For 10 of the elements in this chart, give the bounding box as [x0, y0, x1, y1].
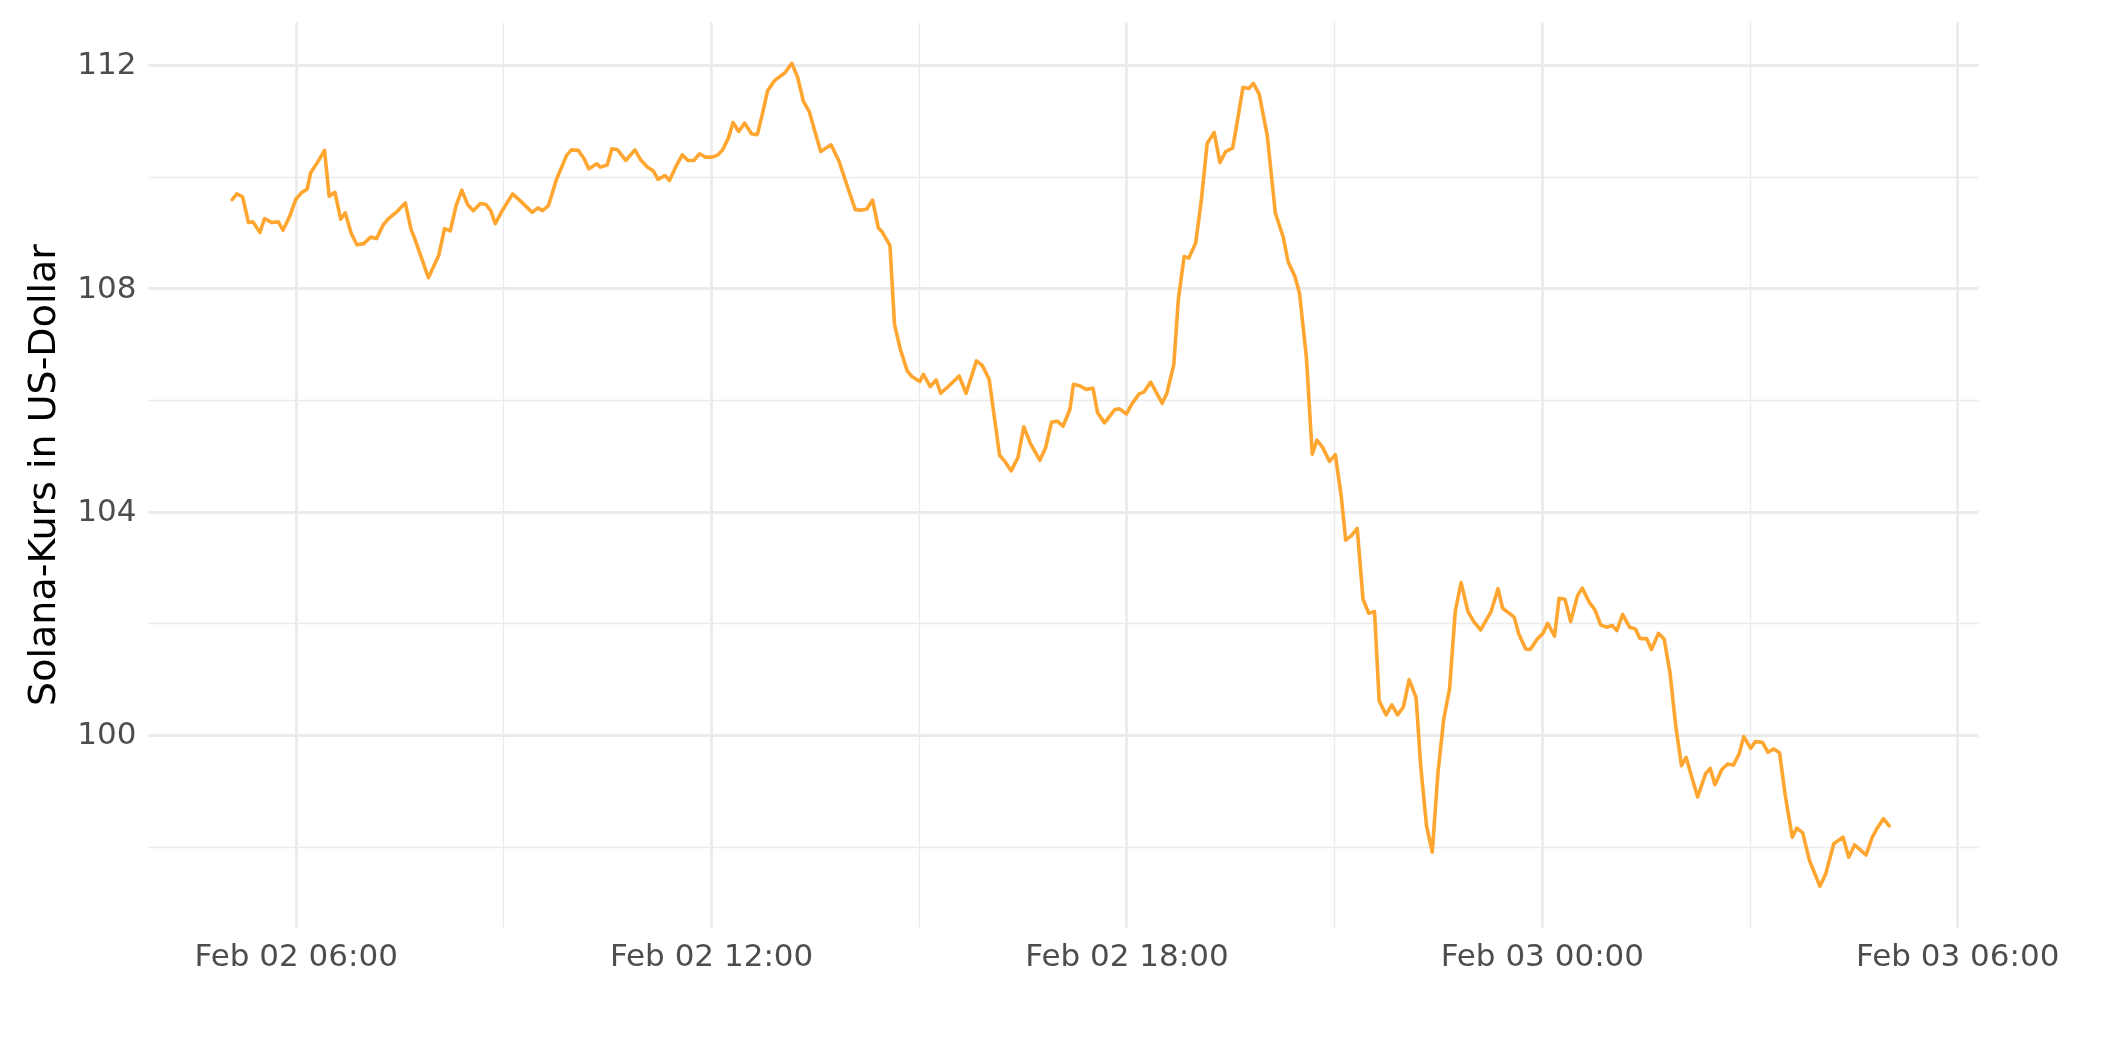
y-tick-label: 108: [77, 268, 137, 305]
y-tick-label: 100: [77, 715, 137, 752]
y-tick-label: 112: [77, 45, 137, 82]
y-tick-label: 104: [77, 492, 137, 529]
x-tick-label: Feb 02 18:00: [1025, 936, 1229, 973]
x-tick-label: Feb 02 06:00: [194, 936, 398, 973]
y-axis-title: Solana-Kurs in US-Dollar: [20, 243, 65, 706]
x-tick-label: Feb 02 12:00: [609, 936, 814, 973]
x-tick-label: Feb 03 06:00: [1856, 936, 2060, 973]
x-tick-label: Feb 03 00:00: [1440, 936, 1645, 973]
